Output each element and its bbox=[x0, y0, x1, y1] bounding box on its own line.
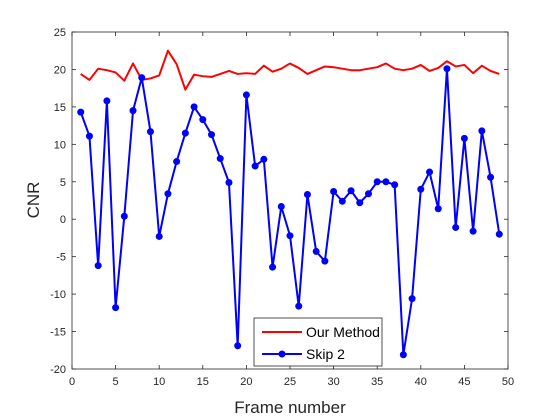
data-point-skip-2 bbox=[225, 179, 233, 187]
data-point-skip-2 bbox=[364, 190, 372, 198]
data-point-skip-2 bbox=[234, 342, 242, 350]
data-point-skip-2 bbox=[173, 158, 181, 166]
data-point-skip-2 bbox=[426, 168, 434, 176]
y-tick-label: 20 bbox=[54, 64, 66, 76]
plot-frame bbox=[71, 31, 509, 370]
data-point-skip-2 bbox=[303, 191, 311, 199]
y-axis-ticks: -20 -15 -10 -5 0 5 10 15 20 25 bbox=[50, 27, 508, 376]
data-point-skip-2 bbox=[181, 129, 189, 137]
data-point-skip-2 bbox=[399, 351, 407, 359]
y-tick-label: -10 bbox=[50, 289, 66, 301]
data-point-skip-2 bbox=[251, 162, 259, 170]
data-point-skip-2 bbox=[487, 173, 495, 181]
data-point-skip-2 bbox=[138, 74, 146, 82]
y-tick-label: 10 bbox=[54, 139, 66, 151]
data-point-skip-2 bbox=[382, 178, 390, 186]
x-tick-label: 5 bbox=[113, 376, 119, 388]
x-tick-label: 50 bbox=[502, 376, 514, 388]
x-tick-label: 30 bbox=[327, 376, 339, 388]
series-layer bbox=[77, 49, 503, 359]
x-axis-label: Frame number bbox=[234, 398, 346, 417]
data-point-skip-2 bbox=[242, 91, 250, 99]
y-tick-label: 25 bbox=[54, 27, 66, 39]
data-point-skip-2 bbox=[478, 127, 486, 135]
data-point-skip-2 bbox=[495, 230, 503, 238]
data-point-skip-2 bbox=[129, 107, 137, 115]
x-tick-label: 40 bbox=[415, 376, 427, 388]
data-point-skip-2 bbox=[155, 232, 163, 240]
y-tick-label: 5 bbox=[60, 177, 66, 189]
data-point-skip-2 bbox=[460, 134, 468, 142]
legend-label-skip-2: Skip 2 bbox=[306, 346, 345, 362]
x-tick-label: 15 bbox=[197, 376, 209, 388]
y-tick-label: -5 bbox=[56, 252, 66, 264]
legend-box bbox=[253, 317, 383, 367]
data-point-skip-2 bbox=[312, 247, 320, 255]
y-tick-label: -20 bbox=[50, 364, 66, 376]
data-point-skip-2 bbox=[120, 212, 128, 220]
data-point-skip-2 bbox=[417, 185, 425, 193]
data-point-skip-2 bbox=[356, 199, 364, 207]
data-point-skip-2 bbox=[408, 295, 416, 303]
data-point-skip-2 bbox=[443, 65, 451, 73]
y-tick-label: 0 bbox=[60, 214, 66, 226]
x-tick-label: 25 bbox=[284, 376, 296, 388]
y-tick-label: -15 bbox=[50, 327, 66, 339]
data-point-skip-2 bbox=[164, 190, 172, 198]
data-point-skip-2 bbox=[146, 128, 154, 136]
x-axis-ticks: 0 5 10 15 20 25 30 35 40 45 50 bbox=[69, 32, 514, 388]
data-point-skip-2 bbox=[347, 187, 355, 195]
data-point-skip-2 bbox=[391, 181, 399, 189]
legend-marker-skip-2 bbox=[278, 350, 286, 358]
data-point-skip-2 bbox=[330, 188, 338, 196]
data-point-skip-2 bbox=[286, 232, 294, 240]
data-point-skip-2 bbox=[85, 132, 93, 140]
data-point-skip-2 bbox=[199, 116, 207, 124]
data-point-skip-2 bbox=[295, 302, 303, 310]
data-point-skip-2 bbox=[452, 223, 460, 231]
data-point-skip-2 bbox=[94, 262, 102, 270]
x-tick-label: 45 bbox=[458, 376, 470, 388]
data-point-skip-2 bbox=[260, 155, 268, 163]
data-point-skip-2 bbox=[373, 178, 381, 186]
data-point-skip-2 bbox=[269, 263, 277, 271]
x-tick-label: 0 bbox=[69, 376, 75, 388]
y-tick-label: 15 bbox=[54, 102, 66, 114]
legend-label-our-method: Our Method bbox=[306, 324, 380, 340]
x-tick-label: 10 bbox=[153, 376, 165, 388]
data-point-skip-2 bbox=[208, 131, 216, 139]
data-point-skip-2 bbox=[469, 227, 477, 235]
data-point-skip-2 bbox=[103, 97, 111, 105]
data-point-skip-2 bbox=[77, 108, 85, 116]
data-point-skip-2 bbox=[190, 103, 198, 111]
data-point-skip-2 bbox=[321, 257, 329, 265]
legend: Our Method Skip 2 bbox=[253, 317, 383, 367]
data-point-skip-2 bbox=[112, 304, 120, 312]
x-tick-label: 20 bbox=[240, 376, 252, 388]
x-tick-label: 35 bbox=[371, 376, 383, 388]
series-line-our-method bbox=[80, 49, 500, 91]
y-axis-label: CNR bbox=[24, 182, 43, 219]
data-point-skip-2 bbox=[434, 205, 442, 213]
data-point-skip-2 bbox=[338, 197, 346, 205]
data-point-skip-2 bbox=[277, 202, 285, 210]
data-point-skip-2 bbox=[216, 155, 224, 163]
